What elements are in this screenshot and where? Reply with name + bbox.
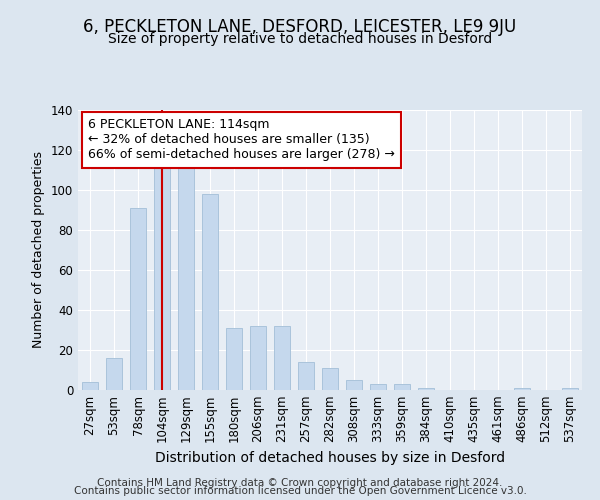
Text: 6, PECKLETON LANE, DESFORD, LEICESTER, LE9 9JU: 6, PECKLETON LANE, DESFORD, LEICESTER, L… bbox=[83, 18, 517, 36]
Bar bbox=[226, 328, 242, 390]
Bar bbox=[562, 388, 578, 390]
Bar bbox=[394, 384, 410, 390]
Y-axis label: Number of detached properties: Number of detached properties bbox=[32, 152, 45, 348]
Bar bbox=[298, 362, 314, 390]
Text: Contains HM Land Registry data © Crown copyright and database right 2024.: Contains HM Land Registry data © Crown c… bbox=[97, 478, 503, 488]
Bar bbox=[250, 326, 266, 390]
Bar bbox=[322, 368, 338, 390]
Bar bbox=[106, 358, 122, 390]
Bar bbox=[82, 382, 98, 390]
Bar bbox=[178, 158, 194, 390]
X-axis label: Distribution of detached houses by size in Desford: Distribution of detached houses by size … bbox=[155, 451, 505, 465]
Bar bbox=[514, 388, 530, 390]
Bar bbox=[274, 326, 290, 390]
Bar bbox=[370, 384, 386, 390]
Text: Contains public sector information licensed under the Open Government Licence v3: Contains public sector information licen… bbox=[74, 486, 526, 496]
Text: Size of property relative to detached houses in Desford: Size of property relative to detached ho… bbox=[108, 32, 492, 46]
Bar bbox=[202, 194, 218, 390]
Bar bbox=[154, 158, 170, 390]
Bar bbox=[130, 208, 146, 390]
Bar bbox=[418, 388, 434, 390]
Bar bbox=[346, 380, 362, 390]
Text: 6 PECKLETON LANE: 114sqm
← 32% of detached houses are smaller (135)
66% of semi-: 6 PECKLETON LANE: 114sqm ← 32% of detach… bbox=[88, 118, 395, 162]
